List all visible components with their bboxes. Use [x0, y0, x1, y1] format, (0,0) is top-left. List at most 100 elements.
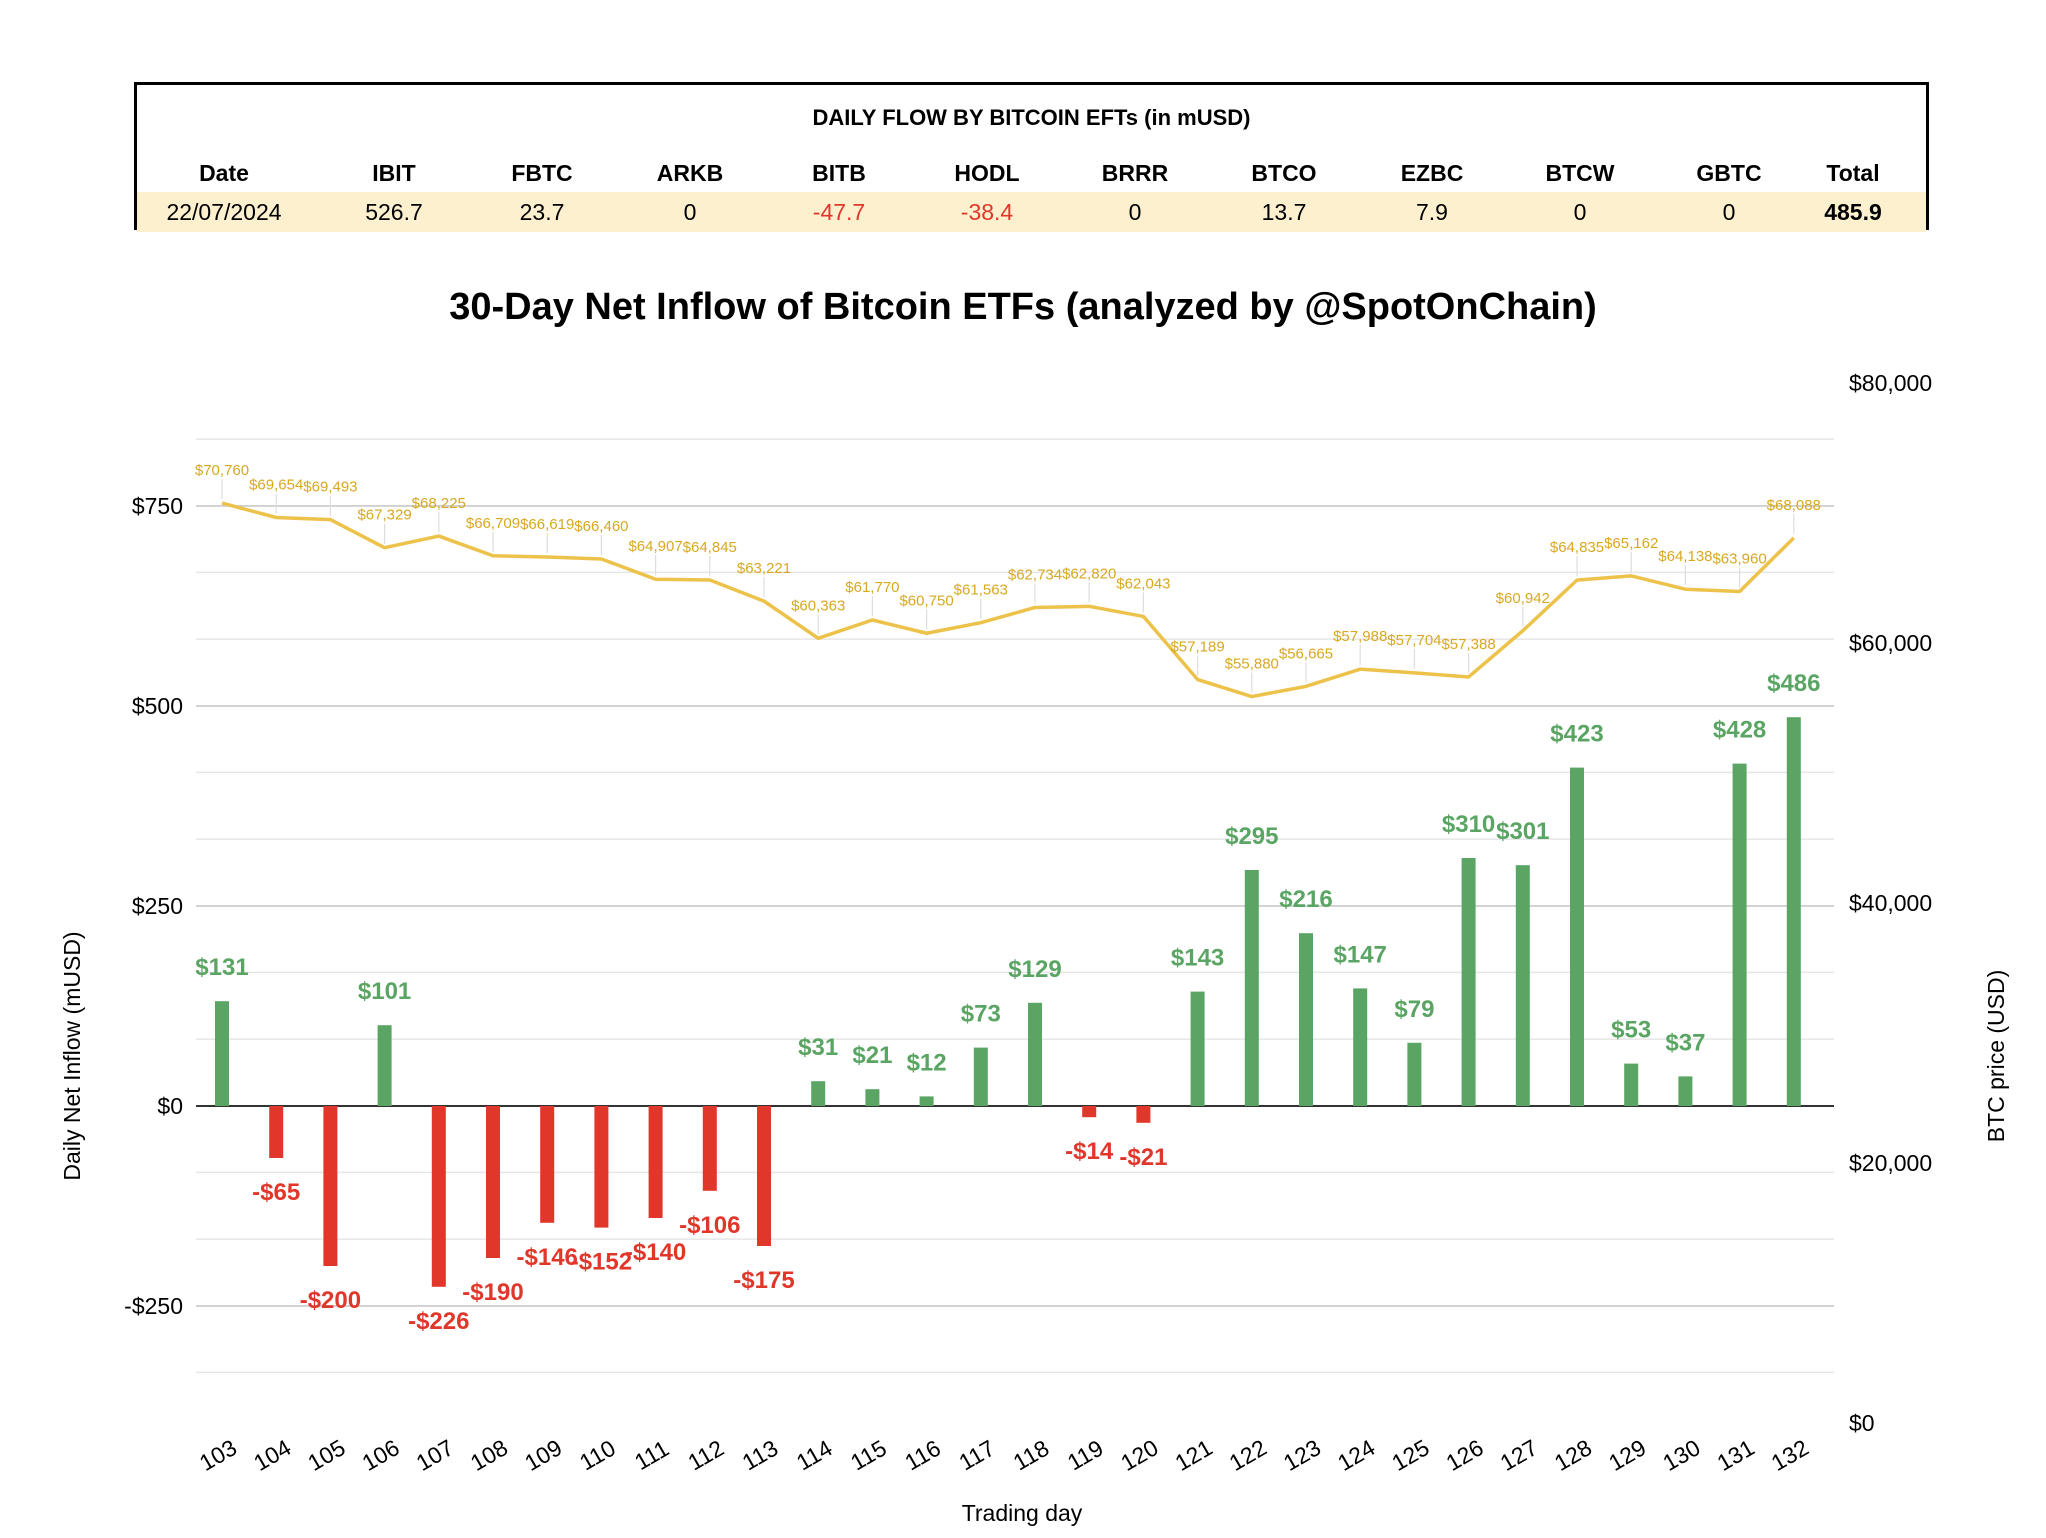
price-data-label: $64,835	[1550, 539, 1604, 556]
inflow-bar	[323, 1106, 338, 1266]
inflow-data-label: $101	[358, 978, 411, 1005]
price-data-label: $56,665	[1279, 645, 1333, 662]
header-btco: BTCO	[1251, 160, 1317, 186]
header-date: Date	[199, 160, 249, 186]
x-tick-label: 129	[1604, 1434, 1650, 1476]
inflow-bar	[919, 1096, 934, 1106]
inflow-data-label: $295	[1225, 823, 1278, 850]
inflow-data-label: $423	[1550, 721, 1603, 748]
price-data-label: $62,734	[1008, 566, 1062, 583]
price-data-label: $64,907	[628, 538, 682, 555]
header-ibit: IBIT	[372, 160, 416, 186]
inflow-bar	[1136, 1106, 1151, 1123]
inflow-data-label: $143	[1171, 945, 1224, 972]
inflow-bar	[1570, 767, 1584, 1106]
data-labels: $131-$65-$200$101-$226-$190-$146-$152-$1…	[195, 462, 1821, 1335]
daily-flow-table: DAILY FLOW BY BITCOIN EFTs (in mUSD) Dat…	[134, 82, 1929, 232]
inflow-bar	[757, 1106, 771, 1246]
price-data-label: $61,563	[954, 582, 1008, 599]
header-gbtc: GBTC	[1696, 160, 1762, 186]
price-data-label: $57,704	[1387, 632, 1441, 649]
inflow-data-label: $73	[961, 1001, 1001, 1028]
inflow-data-label: $12	[907, 1049, 947, 1076]
x-tick-label: 120	[1116, 1434, 1162, 1476]
x-tick-label: 125	[1387, 1434, 1433, 1476]
inflow-bar	[1244, 870, 1259, 1106]
cell-fbtc: 23.7	[519, 199, 565, 225]
price-data-label: $66,709	[466, 515, 520, 532]
cell-total: 485.9	[1824, 199, 1882, 225]
inflow-bar	[1190, 991, 1205, 1106]
inflow-bar	[973, 1047, 988, 1106]
price-data-label: $69,493	[303, 479, 357, 496]
inflow-bar	[486, 1106, 500, 1258]
cell-date: 22/07/2024	[166, 199, 282, 225]
y-tick-label: $250	[132, 893, 183, 919]
cell-bitb: -47.7	[812, 199, 866, 225]
inflow-data-label: -$21	[1119, 1144, 1167, 1171]
price-data-label: $68,225	[412, 495, 466, 512]
price-data-label: $70,760	[195, 462, 249, 479]
x-tick-label: 123	[1279, 1434, 1325, 1476]
x-tick-label: 130	[1658, 1434, 1704, 1476]
x-tick-label: 122	[1225, 1434, 1271, 1476]
inflow-bar	[1732, 763, 1747, 1106]
cell-brrr: 0	[1128, 199, 1142, 225]
table-row: 22/07/2024 526.7 23.7 0 -47.7 -38.4 0 13…	[137, 192, 1926, 232]
inflow-data-label: $129	[1008, 956, 1061, 983]
inflow-bar	[215, 1001, 229, 1106]
x-tick-label: 128	[1550, 1434, 1596, 1476]
inflow-data-label: $301	[1496, 818, 1549, 845]
x-tick-label: 106	[357, 1434, 403, 1476]
price-data-label: $61,770	[845, 579, 899, 596]
y-tick-label: -$250	[124, 1293, 183, 1319]
price-data-label: $67,329	[357, 507, 411, 524]
inflow-bar	[377, 1025, 392, 1106]
price-data-label: $57,988	[1333, 628, 1387, 645]
price-data-label: $64,138	[1658, 548, 1712, 565]
x-tick-label: 124	[1333, 1434, 1379, 1476]
inflow-data-label: $310	[1442, 811, 1495, 838]
x-tick-label: 117	[954, 1435, 999, 1476]
price-data-label: $63,221	[737, 560, 791, 577]
price-data-label: $68,088	[1767, 497, 1821, 514]
inflow-data-label: $486	[1767, 670, 1820, 697]
price-data-label: $66,619	[520, 516, 574, 533]
btc-price-polyline	[221, 501, 1796, 699]
y-axis-title: Daily Net Inflow (mUSD)	[59, 931, 85, 1180]
x-tick-label: 111	[630, 1435, 673, 1475]
x-tick-label: 103	[195, 1434, 241, 1476]
inflow-data-label: -$175	[733, 1267, 794, 1294]
axes: -$250 $0 $250 $500 $750 $0 $20,000 $40,000 $60,0…	[124, 370, 1932, 1476]
inflow-data-label: $53	[1611, 1017, 1651, 1044]
inflow-data-label: -$146	[517, 1244, 578, 1271]
inflow-data-label: -$226	[408, 1308, 469, 1335]
inflow-bar	[648, 1106, 663, 1218]
inflow-bar	[1407, 1042, 1422, 1106]
cell-btco: 13.7	[1261, 199, 1307, 225]
header-total: Total	[1826, 160, 1880, 186]
grid-lines	[196, 438, 1834, 1374]
inflow-data-label: $216	[1279, 886, 1332, 913]
inflow-bar	[1353, 988, 1368, 1106]
inflow-bar	[1624, 1063, 1639, 1106]
inflow-data-label: -$106	[679, 1212, 740, 1239]
inflow-bar	[269, 1106, 284, 1158]
y2-axis-title: BTC price (USD)	[1983, 970, 2009, 1143]
inflow-bar	[1678, 1076, 1693, 1106]
chart-title: 30-Day Net Inflow of Bitcoin ETFs (analy…	[449, 286, 1597, 328]
x-tick-label: 109	[520, 1434, 566, 1476]
inflow-bars	[215, 717, 1801, 1287]
inflow-data-label: $428	[1713, 717, 1766, 744]
table-title: DAILY FLOW BY BITCOIN EFTs (in mUSD)	[812, 105, 1251, 130]
cell-btcw: 0	[1573, 199, 1587, 225]
x-tick-label: 105	[303, 1434, 349, 1476]
header-fbtc: FBTC	[511, 160, 573, 186]
inflow-bar	[1786, 717, 1801, 1106]
x-tick-label: 107	[412, 1434, 458, 1476]
price-data-label: $60,750	[899, 592, 953, 609]
inflow-bar	[1299, 933, 1313, 1106]
price-data-label: $69,654	[249, 476, 303, 493]
price-data-label: $64,845	[683, 539, 737, 556]
cell-ibit: 526.7	[365, 199, 423, 225]
